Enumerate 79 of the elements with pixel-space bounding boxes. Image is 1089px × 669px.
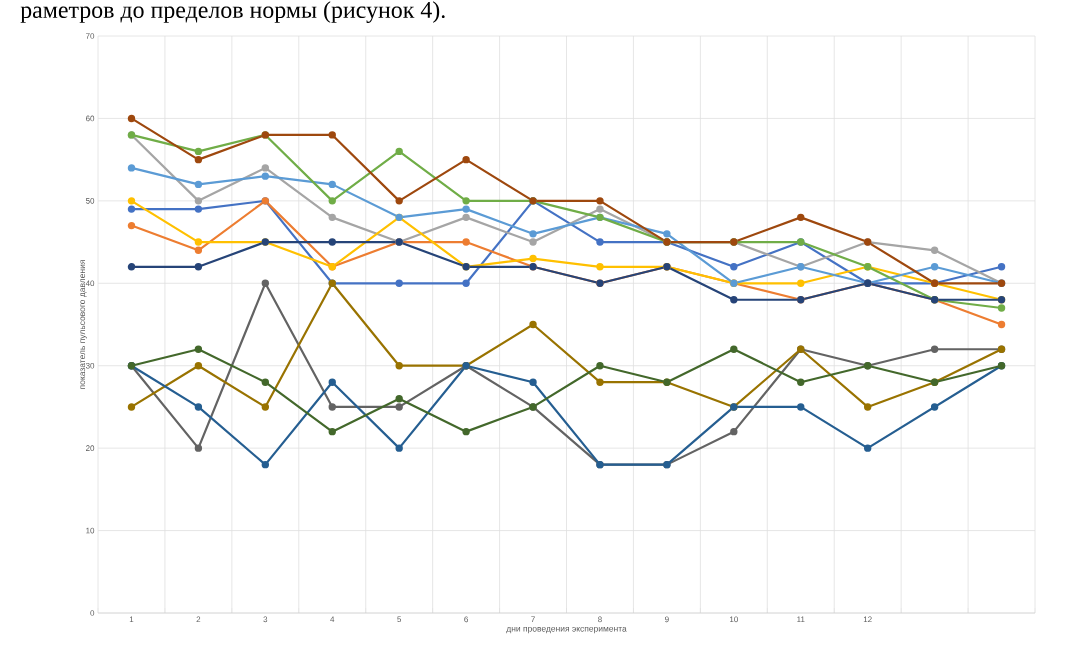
point <box>797 279 805 287</box>
point <box>395 403 403 411</box>
point <box>261 403 270 411</box>
text: раметров до пределов нормы (рисунок 4). <box>20 1 445 23</box>
point <box>328 197 336 205</box>
point <box>328 131 336 139</box>
point <box>462 155 470 164</box>
point <box>462 427 470 436</box>
point <box>127 263 136 271</box>
point <box>194 345 203 353</box>
point <box>127 197 136 205</box>
point <box>930 263 939 271</box>
point <box>997 304 1006 312</box>
point <box>261 378 270 386</box>
point <box>395 362 403 370</box>
point <box>797 403 805 411</box>
point <box>328 427 336 436</box>
point <box>261 172 270 180</box>
point <box>127 114 136 123</box>
point <box>663 230 671 238</box>
point <box>395 279 403 287</box>
point <box>462 205 470 213</box>
point <box>997 263 1006 271</box>
point <box>395 147 403 156</box>
point <box>328 180 336 189</box>
point <box>194 197 203 205</box>
point <box>395 197 403 205</box>
point <box>194 155 203 164</box>
point <box>529 230 537 238</box>
point <box>127 164 136 172</box>
point <box>462 197 470 205</box>
point <box>930 345 939 353</box>
point <box>261 164 270 172</box>
point <box>596 197 604 205</box>
point <box>395 444 403 452</box>
point <box>127 205 136 213</box>
point <box>930 403 939 411</box>
point <box>797 213 805 222</box>
point <box>930 246 939 255</box>
point <box>730 345 738 353</box>
point <box>596 238 604 246</box>
point <box>596 263 604 271</box>
point <box>261 460 270 469</box>
point <box>194 403 203 411</box>
point <box>328 403 336 411</box>
point <box>596 362 604 370</box>
point <box>596 378 604 386</box>
point <box>863 403 872 411</box>
point <box>462 213 470 222</box>
point <box>462 279 470 287</box>
point <box>997 320 1006 329</box>
point <box>194 238 203 246</box>
point <box>529 378 537 386</box>
point <box>127 221 136 230</box>
point <box>194 246 203 255</box>
point <box>395 394 403 403</box>
point <box>194 147 203 156</box>
point <box>127 403 136 411</box>
point <box>730 427 738 436</box>
point <box>194 263 203 271</box>
point <box>328 238 336 246</box>
point <box>596 205 604 213</box>
point <box>529 254 537 263</box>
point <box>462 238 470 246</box>
point <box>261 279 270 287</box>
point <box>328 378 336 386</box>
x-axis-title: дни проведения эксперимента <box>506 627 627 634</box>
point <box>529 320 537 329</box>
point <box>194 444 203 452</box>
point <box>863 444 872 452</box>
point <box>194 205 203 213</box>
point <box>529 238 537 246</box>
point <box>328 213 336 222</box>
point <box>194 362 203 370</box>
y-axis-title: показатель пульсового давления <box>80 260 87 389</box>
point <box>730 296 738 304</box>
point <box>194 180 203 189</box>
point <box>730 263 738 271</box>
point <box>797 378 805 386</box>
